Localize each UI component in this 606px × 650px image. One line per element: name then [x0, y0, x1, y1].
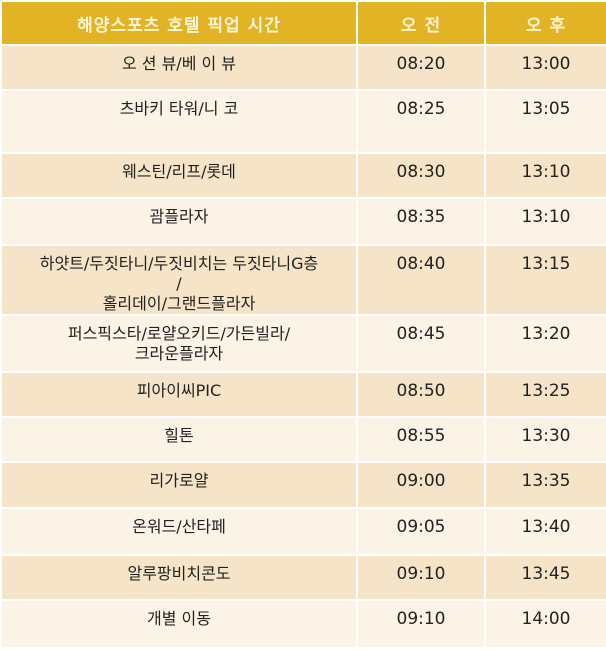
am-time: 09:05: [356, 507, 486, 556]
table-row: 하얏트/두짓타니/두짓비치는 두짓타니G층 / 홀리데이/그랜드플라자 08:40…: [0, 244, 606, 316]
am-time: 08:30: [356, 152, 486, 199]
table-row: 알루팡비치콘도 09:10 13:45: [0, 554, 606, 601]
pm-time: 13:25: [484, 371, 606, 418]
hotel-name: 하얏트/두짓타니/두짓비치는 두짓타니G층 / 홀리데이/그랜드플라자: [0, 244, 358, 316]
table-row: 힐톤 08:55 13:30: [0, 416, 606, 463]
table-row: 피아이씨PIC 08:50 13:25: [0, 371, 606, 418]
table-row: 츠바키 타워/니 코 08:25 13:05: [0, 89, 606, 154]
header-pm: 오 후: [484, 0, 606, 46]
hotel-name: 개별 이동: [0, 599, 358, 649]
hotel-name: 오 션 뷰/베 이 뷰: [0, 44, 358, 91]
hotel-name: 알루팡비치콘도: [0, 554, 358, 601]
pm-time: 13:20: [484, 314, 606, 373]
hotel-name: 온워드/산타페: [0, 507, 358, 556]
table-row: 괌플라자 08:35 13:10: [0, 197, 606, 246]
table-row: 퍼스픽스타/로얄오키드/가든빌라/ 크라운플라자 08:45 13:20: [0, 314, 606, 373]
pm-time: 13:00: [484, 44, 606, 91]
am-time: 08:45: [356, 314, 486, 373]
table-row: 웨스틴/리프/롯데 08:30 13:10: [0, 152, 606, 199]
table-row: 오 션 뷰/베 이 뷰 08:20 13:00: [0, 44, 606, 91]
pm-time: 13:45: [484, 554, 606, 601]
hotel-name: 힐톤: [0, 416, 358, 463]
am-time: 08:35: [356, 197, 486, 246]
pm-time: 13:10: [484, 152, 606, 199]
pm-time: 14:00: [484, 599, 606, 649]
am-time: 08:40: [356, 244, 486, 316]
am-time: 08:20: [356, 44, 486, 91]
am-time: 08:55: [356, 416, 486, 463]
pm-time: 13:05: [484, 89, 606, 154]
table-row: 온워드/산타페 09:05 13:40: [0, 507, 606, 556]
pm-time: 13:15: [484, 244, 606, 316]
hotel-name: 츠바키 타워/니 코: [0, 89, 358, 154]
table-row: 리가로얄 09:00 13:35: [0, 461, 606, 509]
am-time: 09:00: [356, 461, 486, 509]
header-title: 해양스포츠 호텔 픽업 시간: [0, 0, 358, 46]
hotel-name: 웨스틴/리프/롯데: [0, 152, 358, 199]
pm-time: 13:10: [484, 197, 606, 246]
hotel-name: 리가로얄: [0, 461, 358, 509]
am-time: 08:25: [356, 89, 486, 154]
pm-time: 13:30: [484, 416, 606, 463]
hotel-name: 피아이씨PIC: [0, 371, 358, 418]
hotel-name: 퍼스픽스타/로얄오키드/가든빌라/ 크라운플라자: [0, 314, 358, 373]
am-time: 09:10: [356, 599, 486, 649]
hotel-name: 괌플라자: [0, 197, 358, 246]
table-row: 개별 이동 09:10 14:00: [0, 599, 606, 649]
header-am: 오 전: [356, 0, 486, 46]
pm-time: 13:40: [484, 507, 606, 556]
am-time: 09:10: [356, 554, 486, 601]
pm-time: 13:35: [484, 461, 606, 509]
am-time: 08:50: [356, 371, 486, 418]
header-row: 해양스포츠 호텔 픽업 시간 오 전 오 후: [0, 0, 606, 46]
